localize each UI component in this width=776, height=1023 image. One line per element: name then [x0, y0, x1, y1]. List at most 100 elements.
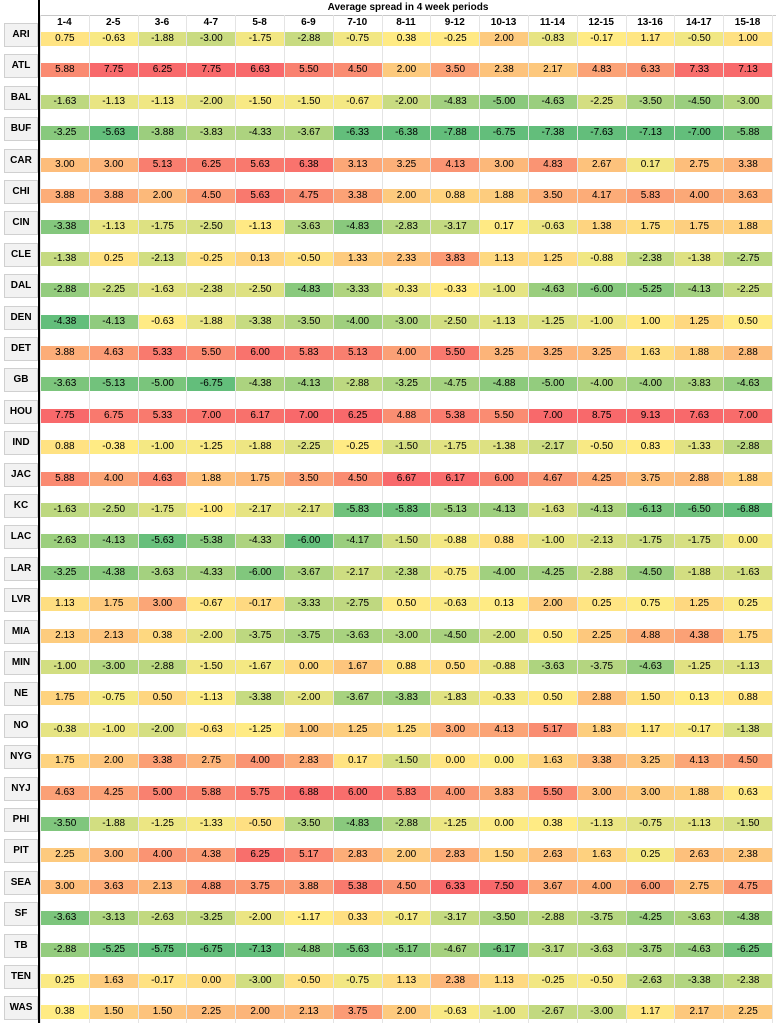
spread-cell[interactable]: -3.63: [333, 628, 382, 643]
spread-cell[interactable]: 2.00: [382, 189, 431, 203]
spread-cell[interactable]: -2.88: [41, 283, 89, 298]
spread-cell[interactable]: -0.75: [431, 565, 480, 580]
spread-cell[interactable]: -0.33: [431, 283, 480, 298]
spread-cell[interactable]: -5.00: [529, 377, 577, 392]
spread-cell[interactable]: -2.38: [724, 974, 772, 988]
spread-cell[interactable]: 6.25: [333, 408, 382, 423]
spread-cell[interactable]: -4.00: [333, 314, 382, 329]
spread-cell[interactable]: 3.63: [724, 189, 772, 203]
spread-cell[interactable]: 1.88: [724, 471, 772, 486]
spread-cell[interactable]: -1.17: [285, 911, 333, 926]
spread-cell[interactable]: -3.00: [382, 628, 431, 643]
spread-cell[interactable]: 3.00: [626, 785, 675, 800]
spread-cell[interactable]: -0.38: [89, 440, 138, 455]
spread-cell[interactable]: 0.50: [382, 597, 431, 612]
spread-cell[interactable]: 6.38: [285, 157, 333, 172]
spread-cell[interactable]: 3.00: [89, 848, 138, 863]
spread-cell[interactable]: 0.13: [480, 597, 528, 612]
spread-cell[interactable]: -2.88: [285, 32, 333, 46]
spread-cell[interactable]: -1.13: [480, 314, 528, 329]
spread-cell[interactable]: -6.50: [675, 503, 724, 517]
spread-cell[interactable]: 0.88: [382, 660, 431, 674]
spread-cell[interactable]: -1.25: [675, 660, 724, 674]
spread-cell[interactable]: -6.00: [236, 565, 284, 580]
spread-cell[interactable]: -5.00: [138, 377, 187, 392]
spread-cell[interactable]: 4.75: [285, 189, 333, 203]
spread-cell[interactable]: -3.00: [236, 974, 284, 988]
spread-cell[interactable]: 4.38: [187, 848, 236, 863]
spread-cell[interactable]: 3.50: [431, 63, 480, 78]
spread-cell[interactable]: -2.00: [285, 691, 333, 706]
spread-cell[interactable]: 2.75: [675, 879, 724, 894]
spread-cell[interactable]: -2.00: [187, 628, 236, 643]
spread-cell[interactable]: -1.25: [431, 817, 480, 831]
spread-cell[interactable]: 1.75: [236, 471, 284, 486]
spread-cell[interactable]: -1.63: [41, 94, 89, 109]
spread-cell[interactable]: -1.00: [480, 1005, 528, 1020]
spread-cell[interactable]: 6.00: [480, 471, 528, 486]
spread-cell[interactable]: 3.25: [480, 346, 528, 360]
spread-cell[interactable]: -1.88: [187, 314, 236, 329]
spread-cell[interactable]: -0.63: [187, 722, 236, 737]
spread-cell[interactable]: -3.67: [333, 691, 382, 706]
spread-cell[interactable]: 5.83: [626, 189, 675, 203]
spread-cell[interactable]: -3.75: [285, 628, 333, 643]
spread-cell[interactable]: -1.13: [577, 817, 626, 831]
spread-cell[interactable]: 3.88: [41, 189, 89, 203]
spread-cell[interactable]: -2.50: [187, 220, 236, 235]
spread-cell[interactable]: -6.75: [480, 126, 528, 141]
spread-cell[interactable]: -1.50: [285, 94, 333, 109]
spread-cell[interactable]: -2.67: [529, 1005, 577, 1020]
spread-cell[interactable]: 1.75: [724, 628, 772, 643]
spread-cell[interactable]: -3.67: [285, 565, 333, 580]
spread-cell[interactable]: -0.63: [431, 597, 480, 612]
spread-cell[interactable]: -5.13: [431, 503, 480, 517]
spread-cell[interactable]: 4.88: [626, 628, 675, 643]
spread-cell[interactable]: -3.17: [431, 911, 480, 926]
spread-cell[interactable]: -1.75: [236, 32, 284, 46]
spread-cell[interactable]: 2.25: [41, 848, 89, 863]
spread-cell[interactable]: 4.83: [529, 157, 577, 172]
spread-cell[interactable]: 3.88: [41, 346, 89, 360]
spread-cell[interactable]: -0.75: [333, 974, 382, 988]
spread-cell[interactable]: 1.63: [577, 848, 626, 863]
spread-cell[interactable]: -1.63: [724, 565, 772, 580]
spread-cell[interactable]: 3.67: [529, 879, 577, 894]
spread-cell[interactable]: -1.50: [382, 754, 431, 769]
spread-cell[interactable]: -4.13: [675, 283, 724, 298]
spread-cell[interactable]: 1.25: [675, 597, 724, 612]
spread-cell[interactable]: 5.75: [236, 785, 284, 800]
spread-cell[interactable]: -2.88: [529, 911, 577, 926]
spread-cell[interactable]: 5.50: [480, 408, 528, 423]
spread-cell[interactable]: 5.50: [529, 785, 577, 800]
spread-cell[interactable]: 4.50: [333, 471, 382, 486]
spread-cell[interactable]: -4.83: [333, 220, 382, 235]
spread-cell[interactable]: 2.83: [431, 848, 480, 863]
spread-cell[interactable]: -6.38: [382, 126, 431, 141]
spread-cell[interactable]: 7.75: [41, 408, 89, 423]
spread-cell[interactable]: -3.17: [431, 220, 480, 235]
spread-cell[interactable]: -4.00: [626, 377, 675, 392]
spread-cell[interactable]: 6.17: [431, 471, 480, 486]
spread-cell[interactable]: -4.38: [236, 377, 284, 392]
spread-cell[interactable]: -3.25: [41, 565, 89, 580]
spread-cell[interactable]: -4.75: [431, 377, 480, 392]
spread-cell[interactable]: 7.63: [675, 408, 724, 423]
spread-cell[interactable]: -7.13: [236, 942, 284, 957]
spread-cell[interactable]: 1.33: [333, 251, 382, 266]
spread-cell[interactable]: 6.25: [236, 848, 284, 863]
spread-cell[interactable]: -0.63: [431, 1005, 480, 1020]
spread-cell[interactable]: 7.13: [724, 63, 772, 78]
spread-cell[interactable]: 3.00: [480, 157, 528, 172]
spread-cell[interactable]: -4.38: [724, 911, 772, 926]
spread-cell[interactable]: 2.00: [138, 189, 187, 203]
spread-cell[interactable]: 3.25: [626, 754, 675, 769]
spread-cell[interactable]: -4.63: [529, 94, 577, 109]
spread-cell[interactable]: 4.17: [577, 189, 626, 203]
spread-cell[interactable]: 1.25: [529, 251, 577, 266]
spread-cell[interactable]: 5.38: [333, 879, 382, 894]
spread-cell[interactable]: -2.75: [333, 597, 382, 612]
spread-cell[interactable]: 0.50: [431, 660, 480, 674]
spread-cell[interactable]: 1.13: [41, 597, 89, 612]
spread-cell[interactable]: 2.00: [480, 32, 528, 46]
